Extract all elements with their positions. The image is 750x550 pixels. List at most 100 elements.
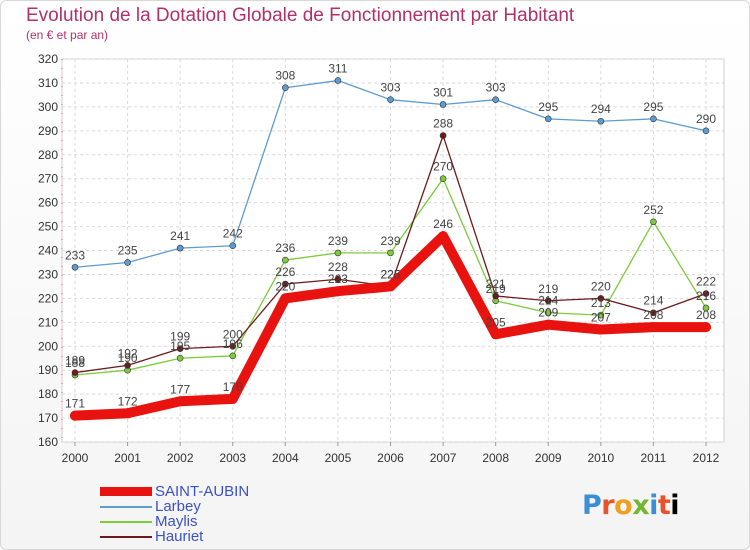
data-point-hauriet xyxy=(702,290,710,297)
legend-label-hauriet: Hauriet xyxy=(155,528,204,545)
legend-swatch-larbey xyxy=(100,505,152,508)
data-label-larbey: 294 xyxy=(591,102,611,116)
data-point-hauriet xyxy=(439,132,447,139)
logo-letter: r xyxy=(601,490,615,521)
data-point-maylis xyxy=(544,309,552,317)
x-tick-label: 2009 xyxy=(535,451,562,465)
x-tick-label: 2001 xyxy=(114,451,141,465)
data-label-larbey: 241 xyxy=(170,229,190,243)
data-point-maylis xyxy=(334,249,342,257)
data-label-maylis: 195 xyxy=(170,339,190,353)
data-point-larbey xyxy=(334,77,342,84)
legend-label-saint-aubin: SAINT-AUBIN xyxy=(155,483,250,500)
data-label-saint-aubin: 171 xyxy=(65,397,85,411)
y-tick-label: 230 xyxy=(38,267,58,281)
data-label-hauriet: 222 xyxy=(696,275,716,289)
data-point-larbey xyxy=(492,96,499,103)
chart-subtitle: (en € et par an) xyxy=(26,28,109,42)
logo-letter: x xyxy=(632,490,650,521)
data-label-saint-aubin: 178 xyxy=(223,380,243,394)
data-label-hauriet: 221 xyxy=(486,277,506,291)
data-point-hauriet xyxy=(492,292,499,300)
data-label-larbey: 290 xyxy=(696,112,716,126)
data-label-hauriet: 200 xyxy=(223,327,243,341)
legend-label-larbey: Larbey xyxy=(155,498,201,515)
data-point-hauriet xyxy=(71,369,79,376)
legend-item-larbey: Larbey xyxy=(100,499,249,514)
data-label-maylis: 236 xyxy=(275,241,295,255)
data-point-maylis xyxy=(229,352,237,360)
data-label-hauriet: 199 xyxy=(170,330,190,344)
y-tick-label: 300 xyxy=(38,100,58,114)
data-point-maylis xyxy=(650,218,657,226)
data-label-saint-aubin: 172 xyxy=(118,394,138,408)
x-tick-label: 2004 xyxy=(272,451,299,465)
data-label-larbey: 295 xyxy=(538,100,558,114)
data-label-maylis: 188 xyxy=(65,356,85,370)
data-point-larbey xyxy=(597,117,605,125)
data-label-saint-aubin: 246 xyxy=(433,217,453,231)
y-tick-label: 220 xyxy=(38,291,58,305)
data-point-hauriet xyxy=(650,309,657,317)
legend-swatch-maylis xyxy=(100,520,152,523)
y-tick-label: 180 xyxy=(38,387,58,401)
data-point-larbey xyxy=(544,115,552,123)
data-point-larbey xyxy=(176,244,184,252)
x-tick-label: 2006 xyxy=(377,451,404,465)
data-point-saint-aubin xyxy=(543,319,554,330)
data-label-larbey: 242 xyxy=(223,227,243,241)
data-point-saint-aubin xyxy=(227,393,238,404)
data-label-saint-aubin: 208 xyxy=(696,308,716,322)
data-point-saint-aubin xyxy=(595,324,606,335)
data-point-larbey xyxy=(282,84,289,92)
data-point-saint-aubin xyxy=(701,322,711,333)
data-point-maylis xyxy=(387,249,394,257)
y-tick-label: 280 xyxy=(38,148,58,162)
x-tick-label: 2003 xyxy=(219,451,246,465)
legend-item-maylis: Maylis xyxy=(100,514,249,529)
data-label-saint-aubin: 223 xyxy=(328,272,348,286)
data-point-saint-aubin xyxy=(490,329,501,340)
x-tick-label: 2005 xyxy=(325,451,352,465)
data-label-saint-aubin: 205 xyxy=(486,315,506,329)
data-point-larbey xyxy=(71,263,79,271)
data-label-hauriet: 192 xyxy=(118,346,138,360)
x-tick-label: 2007 xyxy=(430,451,457,465)
data-point-maylis xyxy=(597,311,605,319)
data-point-hauriet xyxy=(176,345,184,352)
data-label-larbey: 311 xyxy=(328,62,347,76)
data-point-larbey xyxy=(702,127,710,135)
data-label-hauriet: 189 xyxy=(65,354,85,368)
data-label-maylis: 190 xyxy=(118,351,138,365)
data-point-hauriet xyxy=(544,297,552,305)
data-label-saint-aubin: 208 xyxy=(643,308,663,322)
legend-item-hauriet: Hauriet xyxy=(100,529,249,544)
data-label-larbey: 303 xyxy=(380,81,400,95)
data-point-maylis xyxy=(439,175,447,182)
data-label-maylis: 196 xyxy=(223,337,243,351)
data-point-larbey xyxy=(439,101,447,108)
y-tick-label: 240 xyxy=(38,244,58,258)
data-label-saint-aubin: 177 xyxy=(170,382,190,396)
data-point-saint-aubin xyxy=(648,322,659,333)
y-tick-label: 310 xyxy=(38,76,58,90)
data-label-larbey: 308 xyxy=(275,69,295,83)
y-tick-label: 250 xyxy=(38,220,58,234)
y-tick-label: 160 xyxy=(38,435,58,449)
y-tick-label: 170 xyxy=(38,411,58,425)
data-point-saint-aubin xyxy=(385,281,396,292)
chart-title: Evolution de la Dotation Globale de Fonc… xyxy=(26,5,575,26)
data-point-saint-aubin xyxy=(175,396,186,407)
data-label-larbey: 295 xyxy=(643,100,663,114)
data-point-maylis xyxy=(702,304,710,312)
data-point-larbey xyxy=(387,96,394,103)
proxiti-logo: Proxiti xyxy=(582,490,680,521)
data-point-maylis xyxy=(176,354,184,362)
data-label-maylis: 213 xyxy=(591,296,611,310)
data-label-maylis: 239 xyxy=(328,234,348,248)
y-tick-label: 290 xyxy=(38,124,58,138)
data-label-larbey: 235 xyxy=(118,243,138,257)
data-label-hauriet: 226 xyxy=(275,265,295,279)
data-label-hauriet: 225 xyxy=(380,267,400,281)
